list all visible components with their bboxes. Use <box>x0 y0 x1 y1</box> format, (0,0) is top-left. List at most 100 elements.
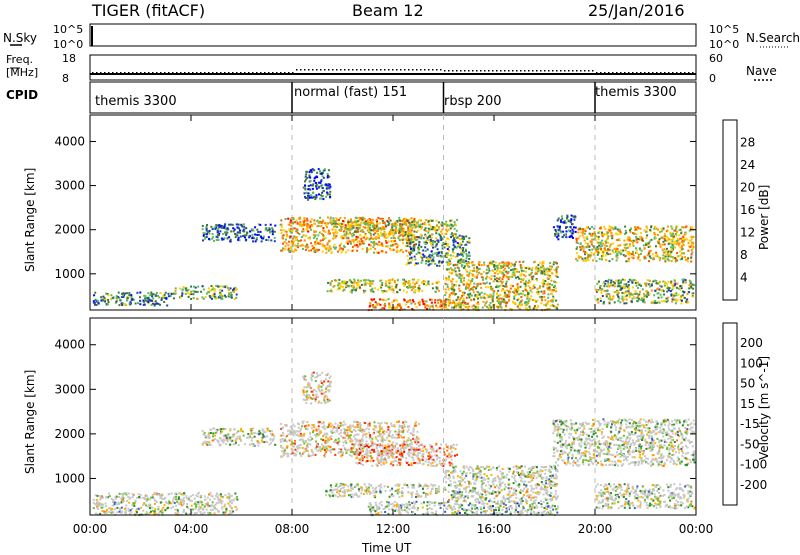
range-cell <box>185 293 187 295</box>
range-cell <box>414 303 416 305</box>
range-cell <box>611 235 613 237</box>
range-cell <box>339 245 341 247</box>
range-cell <box>620 253 622 255</box>
range-cell <box>668 289 670 291</box>
range-cell <box>553 281 555 283</box>
range-cell <box>284 230 286 232</box>
range-cell <box>407 306 409 308</box>
range-cell <box>625 230 627 232</box>
range-cell <box>404 219 406 221</box>
range-cell <box>418 290 420 292</box>
range-cell <box>208 238 210 240</box>
range-cell <box>648 253 650 255</box>
range-cell <box>455 284 457 286</box>
range-cell <box>218 440 220 442</box>
range-cell <box>206 293 208 295</box>
range-cell <box>407 245 409 247</box>
range-cell <box>178 493 180 495</box>
range-cell <box>587 243 589 245</box>
range-cell <box>547 277 549 279</box>
range-cell <box>236 224 238 226</box>
range-cell <box>409 283 411 285</box>
range-cell <box>200 495 202 497</box>
range-cell <box>265 431 267 433</box>
range-cell <box>489 304 491 306</box>
range-cell <box>127 508 129 510</box>
range-cell <box>404 282 406 284</box>
range-cell <box>227 237 229 239</box>
range-cell <box>489 296 491 298</box>
range-cell <box>236 294 238 296</box>
range-cell <box>399 220 401 222</box>
range-cell <box>553 298 555 300</box>
range-cell <box>385 233 387 235</box>
range-cell <box>376 219 378 221</box>
range-cell <box>164 504 166 506</box>
range-cell <box>202 239 204 241</box>
range-cell <box>437 299 439 301</box>
range-cell <box>168 295 170 297</box>
range-cell <box>161 498 163 500</box>
range-cell <box>330 282 332 284</box>
range-cell <box>522 290 524 292</box>
range-cell <box>147 499 149 501</box>
range-cell <box>664 260 666 262</box>
range-cell <box>644 230 646 232</box>
range-cell <box>639 249 641 251</box>
range-cell <box>254 432 256 434</box>
range-cell <box>438 265 440 267</box>
range-cell <box>265 224 267 226</box>
range-cell <box>186 497 188 499</box>
range-cell <box>589 249 591 251</box>
range-cell <box>428 281 430 283</box>
range-cell <box>637 258 639 260</box>
range-cell <box>478 264 480 266</box>
range-cell <box>610 243 612 245</box>
nave-point <box>624 72 626 74</box>
range-cell <box>453 242 455 244</box>
range-cell <box>609 246 611 248</box>
range-cell <box>628 281 630 283</box>
range-cell <box>396 246 398 248</box>
range-cell <box>487 265 489 267</box>
range-cell <box>272 233 274 235</box>
range-cell <box>558 229 560 231</box>
range-cell <box>225 435 227 437</box>
range-cell <box>440 256 442 258</box>
range-cell <box>617 248 619 250</box>
range-cell <box>350 242 352 244</box>
nave-point <box>504 70 506 72</box>
range-cell <box>263 236 265 238</box>
range-cell <box>175 498 177 500</box>
range-cell <box>576 260 578 262</box>
range-cell <box>646 228 648 230</box>
range-cell <box>370 241 372 243</box>
range-cell <box>614 285 616 287</box>
range-cell <box>483 282 485 284</box>
range-cell <box>385 240 387 242</box>
range-cell <box>539 262 541 264</box>
range-cell <box>234 233 236 235</box>
range-cell <box>136 292 138 294</box>
range-cell <box>508 299 510 301</box>
range-cell <box>322 175 324 177</box>
nave-point <box>320 69 322 71</box>
range-cell <box>553 305 555 307</box>
nave-point <box>160 72 162 74</box>
nave-point <box>456 70 458 72</box>
range-cell <box>534 299 536 301</box>
range-cell <box>105 503 107 505</box>
range-cell <box>620 282 622 284</box>
range-cell <box>114 496 116 498</box>
range-cell <box>338 282 340 284</box>
range-cell <box>629 229 631 231</box>
range-cell <box>661 296 663 298</box>
range-cell <box>566 230 568 232</box>
range-cell <box>436 220 438 222</box>
range-cell <box>336 226 338 228</box>
range-cell <box>432 247 434 249</box>
range-cell <box>409 257 411 259</box>
range-cell <box>97 507 99 509</box>
range-cell <box>496 270 498 272</box>
range-cell <box>681 226 683 228</box>
